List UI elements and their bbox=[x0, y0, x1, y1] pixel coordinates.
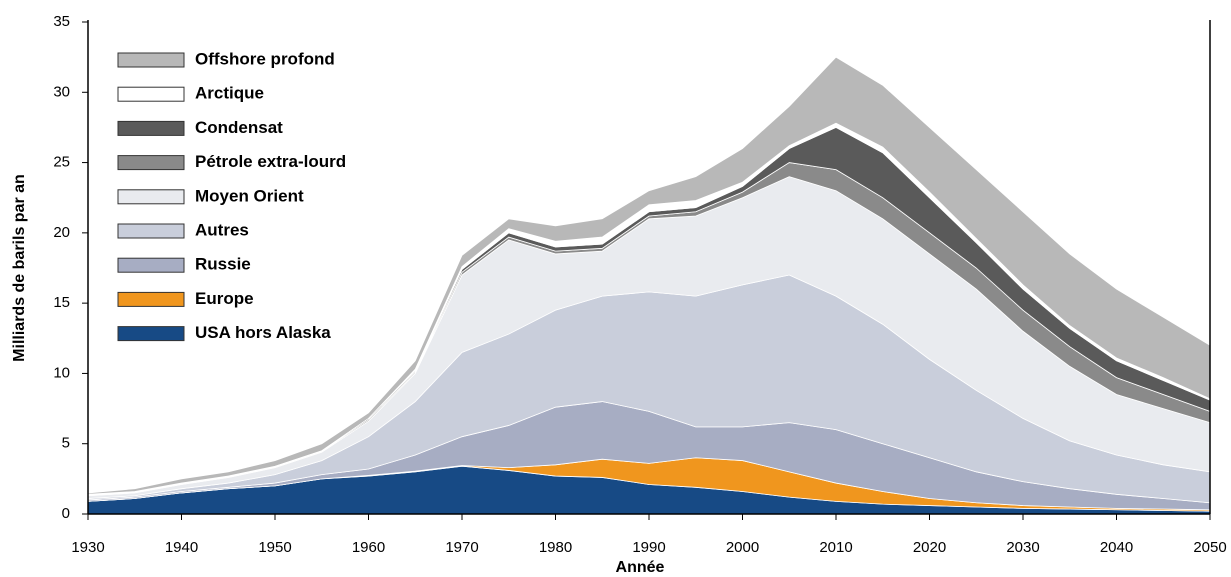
y-tick-label: 25 bbox=[53, 154, 70, 171]
legend-swatch bbox=[117, 291, 185, 307]
x-tick-label: 2020 bbox=[913, 539, 946, 556]
legend-label: Europe bbox=[195, 289, 254, 308]
legend-swatch bbox=[117, 326, 185, 342]
y-tick-label: 15 bbox=[53, 294, 70, 311]
x-tick-label: 1930 bbox=[71, 539, 104, 556]
legend-swatch bbox=[117, 189, 185, 205]
y-tick-label: 30 bbox=[53, 83, 70, 100]
y-tick-label: 0 bbox=[62, 505, 70, 522]
x-axis-label: Année bbox=[616, 559, 665, 576]
legend-label: Russie bbox=[195, 255, 251, 274]
x-tick-label: 1960 bbox=[352, 539, 385, 556]
legend-swatch bbox=[117, 86, 185, 102]
x-tick-label: 2030 bbox=[1006, 539, 1039, 556]
legend-label: USA hors Alaska bbox=[195, 323, 331, 342]
x-tick-label: 2050 bbox=[1193, 539, 1226, 556]
x-tick-label: 1990 bbox=[632, 539, 665, 556]
legend-swatch bbox=[117, 257, 185, 273]
legend-label: Condensat bbox=[195, 118, 283, 137]
x-tick-label: 1980 bbox=[539, 539, 572, 556]
x-tick-label: 1940 bbox=[165, 539, 198, 556]
y-axis-label: Milliards de barils par an bbox=[11, 174, 28, 362]
legend-label: Pétrole extra-lourd bbox=[195, 152, 346, 171]
legend-swatch bbox=[117, 120, 185, 136]
legend-label: Autres bbox=[195, 220, 249, 239]
legend-label: Moyen Orient bbox=[195, 186, 304, 205]
legend-swatch bbox=[117, 223, 185, 239]
legend-swatch bbox=[117, 155, 185, 171]
legend-swatch bbox=[117, 52, 185, 68]
y-tick-label: 5 bbox=[62, 435, 70, 452]
legend-label: Offshore profond bbox=[195, 49, 335, 68]
x-tick-label: 2040 bbox=[1100, 539, 1133, 556]
x-tick-label: 1970 bbox=[445, 539, 478, 556]
y-tick-label: 20 bbox=[53, 224, 70, 241]
x-tick-label: 2000 bbox=[726, 539, 759, 556]
y-tick-label: 35 bbox=[53, 13, 70, 30]
y-tick-label: 10 bbox=[53, 364, 70, 381]
x-tick-label: 1950 bbox=[258, 539, 291, 556]
legend-label: Arctique bbox=[195, 84, 264, 103]
x-tick-label: 2010 bbox=[819, 539, 852, 556]
